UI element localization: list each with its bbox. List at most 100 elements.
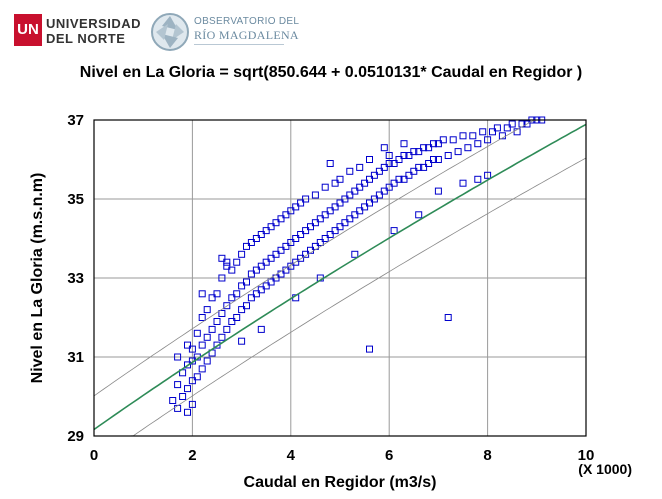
data-point (410, 167, 418, 175)
observatorio-logo: OBSERVATORIO DEL RÍO MAGDALENA (150, 10, 300, 54)
data-point (247, 239, 255, 246)
data-point (336, 175, 344, 183)
data-point (302, 227, 310, 235)
data-point (326, 160, 334, 167)
data-point (297, 254, 305, 262)
data-point (405, 171, 413, 179)
data-point (400, 152, 408, 159)
data-point (238, 306, 246, 314)
data-point (223, 258, 231, 266)
data-point (336, 199, 344, 207)
data-point (434, 187, 442, 195)
data-point (287, 239, 295, 246)
data-point (292, 235, 300, 242)
data-point (213, 290, 221, 298)
data-point (390, 160, 398, 167)
data-point (238, 337, 246, 345)
data-point (218, 333, 226, 341)
data-point (188, 345, 196, 353)
data-point (208, 325, 216, 333)
data-point (282, 242, 290, 250)
data-point (174, 381, 182, 389)
data-point (193, 373, 201, 381)
data-point (223, 325, 231, 333)
plot-frame (93, 119, 587, 437)
data-point (444, 314, 452, 321)
data-point (267, 254, 275, 262)
data-point (267, 278, 275, 286)
x-tick-label: 2 (188, 447, 196, 464)
data-point (400, 175, 408, 183)
data-point (218, 274, 226, 282)
fitted-model-line (93, 123, 587, 431)
data-point (395, 175, 403, 183)
data-point (346, 191, 354, 199)
data-point (282, 211, 290, 219)
data-point (223, 302, 231, 310)
data-point (262, 258, 270, 266)
data-point (292, 203, 300, 211)
y-tick-label: 37 (67, 112, 84, 129)
data-point (410, 148, 418, 156)
data-point (203, 333, 211, 341)
data-point (454, 148, 462, 156)
data-point (479, 128, 487, 136)
data-point (193, 329, 201, 337)
data-point (469, 132, 477, 140)
x-tick-label: 0 (90, 447, 98, 464)
data-point (375, 167, 383, 175)
data-point (179, 393, 187, 400)
data-point (444, 152, 452, 159)
data-point (390, 179, 398, 187)
data-point (297, 199, 305, 207)
data-point (243, 302, 250, 310)
data-point (366, 345, 373, 353)
data-point (331, 203, 339, 211)
data-point (331, 227, 339, 235)
data-point (356, 163, 364, 171)
obs-logo-line2: RÍO MAGDALENA (194, 28, 299, 42)
data-point (238, 250, 246, 258)
data-point (385, 160, 393, 167)
y-tick-label: 35 (67, 191, 84, 208)
data-point (493, 124, 501, 132)
data-point (174, 353, 182, 361)
data-point (415, 163, 423, 171)
data-point (311, 191, 319, 199)
data-point (292, 258, 300, 266)
data-point (184, 341, 191, 349)
data-point (484, 171, 492, 179)
data-point (361, 203, 369, 211)
data-point (307, 223, 314, 231)
data-point (321, 235, 329, 242)
data-point (257, 325, 265, 333)
data-point (213, 318, 221, 325)
data-point (262, 227, 270, 235)
lower-prediction-limit (94, 157, 587, 437)
data-point (326, 231, 334, 238)
chart-title: Nivel en La Gloria = sqrt(850.644 + 0.05… (79, 64, 583, 81)
data-point (356, 207, 364, 215)
data-point (198, 290, 206, 298)
data-point (336, 223, 344, 231)
x-axis-multiplier: (X 1000) (578, 461, 632, 477)
data-point (184, 408, 191, 416)
data-point (287, 207, 295, 215)
data-point (311, 219, 319, 227)
data-point (430, 156, 437, 163)
data-point (434, 156, 442, 163)
data-point (375, 191, 383, 199)
data-point (287, 262, 295, 270)
data-point (272, 250, 280, 258)
data-point (198, 365, 206, 373)
data-point (474, 175, 482, 183)
data-point (439, 136, 447, 144)
data-point (420, 163, 428, 171)
data-point (503, 124, 511, 132)
data-point (498, 132, 506, 140)
data-point (213, 341, 221, 349)
un-logo-line1: UNIVERSIDAD (46, 16, 142, 31)
y-axis-label: Nivel en La Gloria (m.s.n.m) (29, 173, 46, 384)
data-point (321, 211, 329, 219)
